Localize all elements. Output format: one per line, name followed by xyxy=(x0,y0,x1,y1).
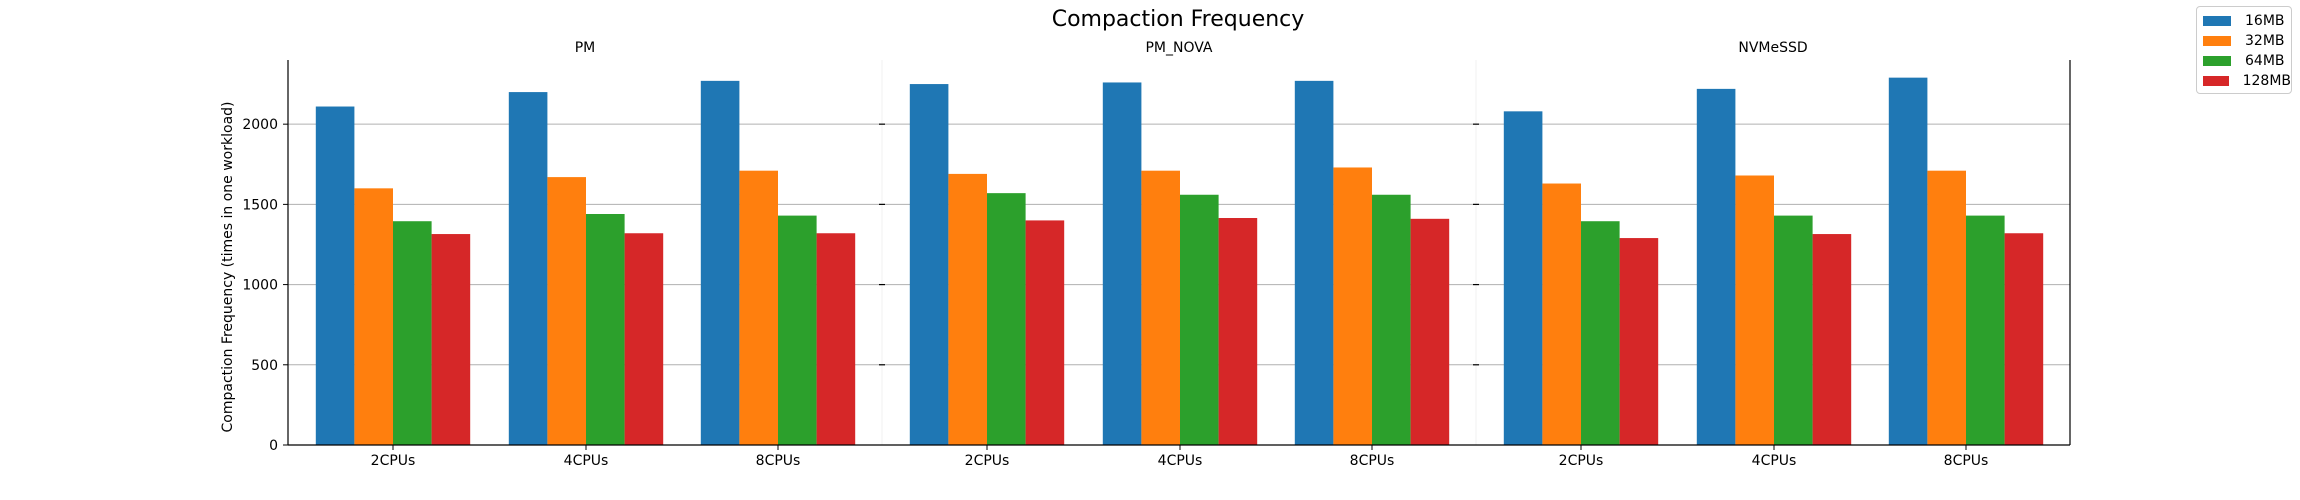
bar-pm-4cpus-128mb xyxy=(624,233,664,445)
bar-nvmessd-4cpus-128mb xyxy=(1812,234,1852,445)
y-tick-label-2000: 2000 xyxy=(242,117,278,133)
bar-pm-8cpus-128mb xyxy=(816,233,856,445)
x-tick-label-pm-nova-2cpus: 2CPUs xyxy=(965,453,1010,469)
legend-swatch-32mb xyxy=(2203,36,2231,46)
panel-title-pm: PM xyxy=(575,40,596,56)
bar-pm-nova-8cpus-16mb xyxy=(1294,80,1334,446)
x-tick-label-nvmessd-2cpus: 2CPUs xyxy=(1559,453,1604,469)
bar-pm-nova-8cpus-128mb xyxy=(1410,218,1450,445)
x-tick-label-pm-2cpus: 2CPUs xyxy=(371,453,416,469)
legend-swatch-16mb xyxy=(2203,16,2231,26)
legend-swatch-128mb xyxy=(2203,76,2229,86)
bar-nvmessd-2cpus-128mb xyxy=(1619,238,1659,445)
legend-item-32mb: 32MB xyxy=(2203,31,2291,51)
bar-layer xyxy=(315,77,2044,446)
bar-pm-nova-2cpus-32mb xyxy=(948,173,987,446)
x-tick-label-nvmessd-4cpus: 4CPUs xyxy=(1752,453,1797,469)
legend-label-16mb: 16MB xyxy=(2245,13,2285,29)
y-tick-label-1500: 1500 xyxy=(242,197,278,213)
bar-pm-nova-4cpus-128mb xyxy=(1218,218,1258,445)
legend-item-128mb: 128MB xyxy=(2203,71,2291,91)
axis-layer: 0 500 1000 1500 2000 PM 2CPUs 4CPUs 8CPUs PM_NOVA… xyxy=(242,40,2071,469)
bar-nvmessd-8cpus-32mb xyxy=(1927,170,1966,445)
legend-label-128mb: 128MB xyxy=(2242,73,2291,89)
y-axis-label: Compaction Frequency (times in one workl… xyxy=(220,102,236,433)
legend-swatch-64mb xyxy=(2203,56,2231,66)
bar-pm-8cpus-64mb xyxy=(778,215,817,445)
bar-nvmessd-2cpus-32mb xyxy=(1542,183,1581,446)
bar-pm-nova-8cpus-64mb xyxy=(1372,194,1411,445)
bar-pm-nova-2cpus-64mb xyxy=(987,193,1026,445)
legend: 16MB 32MB 64MB 128MB xyxy=(2196,6,2292,94)
panel-title-nvmessd: NVMeSSD xyxy=(1738,40,1807,56)
bar-nvmessd-8cpus-16mb xyxy=(1888,77,1928,445)
bar-pm-nova-2cpus-16mb xyxy=(909,84,949,445)
bar-pm-2cpus-128mb xyxy=(431,234,471,445)
x-tick-label-pm-4cpus: 4CPUs xyxy=(564,453,609,469)
bar-pm-2cpus-16mb xyxy=(315,106,355,445)
legend-item-16mb: 16MB xyxy=(2203,11,2291,31)
bar-pm-nova-4cpus-32mb xyxy=(1141,170,1180,445)
bar-pm-nova-8cpus-32mb xyxy=(1333,167,1372,445)
x-tick-label-pm-nova-4cpus: 4CPUs xyxy=(1158,453,1203,469)
bar-pm-2cpus-32mb xyxy=(354,188,393,446)
bar-pm-nova-4cpus-64mb xyxy=(1180,194,1219,445)
x-tick-label-nvmessd-8cpus: 8CPUs xyxy=(1944,453,1989,469)
bar-pm-2cpus-64mb xyxy=(393,221,432,445)
bar-pm-nova-4cpus-16mb xyxy=(1102,82,1142,445)
bar-nvmessd-2cpus-16mb xyxy=(1503,111,1543,445)
bar-nvmessd-4cpus-64mb xyxy=(1774,215,1813,445)
bar-nvmessd-4cpus-32mb xyxy=(1735,175,1774,445)
bar-nvmessd-8cpus-64mb xyxy=(1966,215,2005,445)
bar-pm-4cpus-32mb xyxy=(547,177,586,445)
bar-nvmessd-4cpus-16mb xyxy=(1696,88,1736,445)
y-tick-label-1000: 1000 xyxy=(242,278,278,294)
y-tick-label-0: 0 xyxy=(269,438,278,454)
chart-title: Compaction Frequency xyxy=(1052,7,1305,32)
x-tick-label-pm-nova-8cpus: 8CPUs xyxy=(1350,453,1395,469)
y-tick-label-500: 500 xyxy=(251,358,278,374)
bar-pm-nova-2cpus-128mb xyxy=(1025,220,1065,445)
legend-label-32mb: 32MB xyxy=(2245,33,2285,49)
bar-pm-8cpus-32mb xyxy=(739,170,778,445)
legend-label-64mb: 64MB xyxy=(2245,53,2285,69)
panel-title-pm-nova: PM_NOVA xyxy=(1145,40,1212,56)
legend-item-64mb: 64MB xyxy=(2203,51,2291,71)
x-tick-label-pm-8cpus: 8CPUs xyxy=(756,453,801,469)
bar-pm-4cpus-16mb xyxy=(508,92,548,445)
bar-pm-4cpus-64mb xyxy=(586,214,625,445)
bar-nvmessd-2cpus-64mb xyxy=(1581,221,1620,445)
bar-pm-8cpus-16mb xyxy=(700,80,740,446)
bar-nvmessd-8cpus-128mb xyxy=(2004,233,2044,445)
